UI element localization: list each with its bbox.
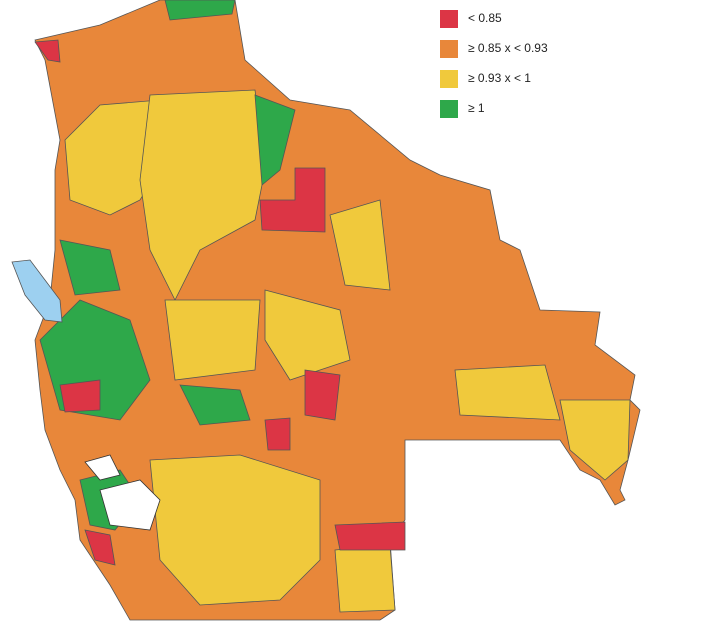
- region: [164, 0, 236, 21]
- legend-swatch: [440, 10, 458, 28]
- region: [329, 199, 391, 291]
- legend-swatch: [440, 40, 458, 58]
- region: [454, 364, 561, 421]
- region: [164, 299, 261, 381]
- salt-flat: [99, 479, 161, 531]
- region: [264, 417, 291, 451]
- region: [59, 379, 101, 413]
- legend-label: ≥ 0.93 x < 1: [468, 71, 531, 85]
- legend-label: ≥ 1: [468, 101, 485, 115]
- legend-swatch: [440, 100, 458, 118]
- legend-label: ≥ 0.85 x < 0.93: [468, 41, 548, 55]
- region: [34, 39, 61, 63]
- region: [254, 94, 296, 186]
- region: [59, 239, 121, 296]
- region: [304, 369, 341, 421]
- legend-label: < 0.85: [468, 11, 502, 25]
- salt-flat: [84, 454, 121, 481]
- region: [149, 454, 321, 606]
- region: [84, 529, 116, 566]
- region: [334, 521, 406, 551]
- legend-swatch: [440, 70, 458, 88]
- region: [334, 544, 396, 613]
- legend: < 0.85 ≥ 0.85 x < 0.93 ≥ 0.93 x < 1 ≥ 1: [440, 10, 548, 118]
- region: [264, 289, 351, 381]
- map-regions: [11, 0, 641, 621]
- region: [259, 167, 326, 233]
- region: [559, 399, 631, 481]
- lake: [11, 259, 63, 323]
- region: [179, 384, 251, 426]
